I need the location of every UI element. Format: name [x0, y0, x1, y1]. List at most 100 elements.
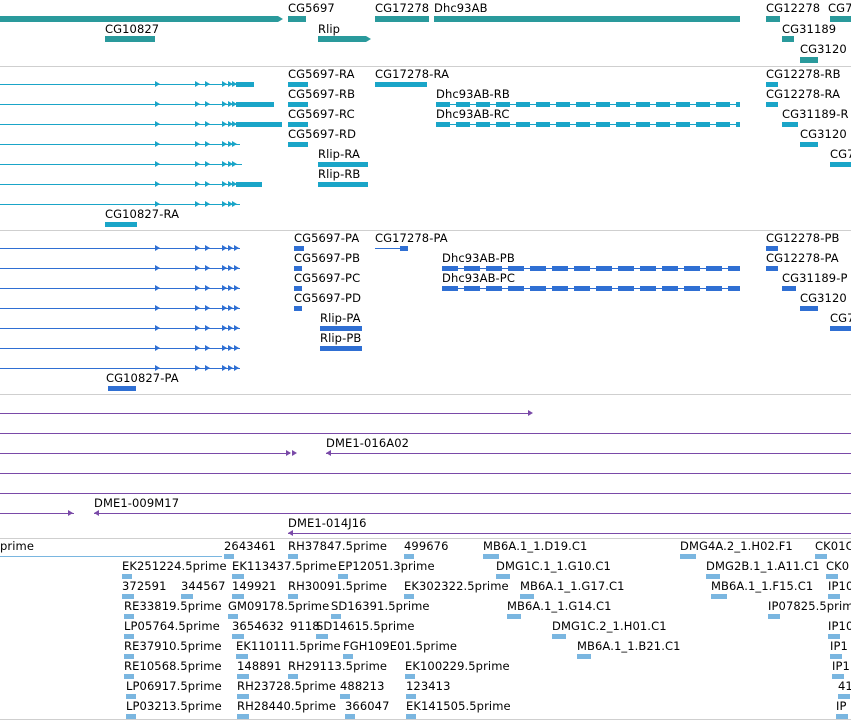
clone-line[interactable] — [0, 513, 74, 514]
mrna-exon[interactable] — [236, 102, 274, 107]
gene-label[interactable]: CG31189 — [782, 22, 837, 36]
mrna-cg3120[interactable] — [800, 142, 818, 147]
gene-label[interactable]: CG12278 — [766, 1, 821, 15]
est-feature[interactable] — [577, 654, 591, 659]
mrna-cg5697-rb[interactable] — [288, 102, 308, 107]
protein-cg31189-p[interactable] — [782, 286, 796, 291]
est-feature[interactable] — [828, 594, 840, 599]
clone-line[interactable] — [0, 493, 851, 494]
est-label[interactable]: EK302322.5prime — [404, 579, 509, 593]
est-label[interactable]: MB6A.1_1.G17.C1 — [520, 579, 625, 593]
mrna-cg5697-rd[interactable] — [288, 142, 308, 147]
est-label[interactable]: IP07825.5prime — [768, 599, 851, 613]
clone-line[interactable] — [0, 433, 851, 434]
est-feature[interactable] — [830, 654, 842, 659]
est-label[interactable]: DMG2B.1_1.A11.C1 — [706, 559, 820, 573]
est-feature[interactable] — [236, 654, 248, 659]
clone-line-dme1-014j16[interactable] — [288, 533, 851, 534]
est-feature[interactable] — [232, 594, 244, 599]
est-feature[interactable] — [836, 714, 848, 719]
est-feature[interactable] — [832, 674, 844, 679]
mrna-exon[interactable] — [236, 182, 262, 187]
protein-label[interactable]: CG5697-PD — [294, 291, 362, 305]
est-label[interactable]: RH23728.5prime — [237, 679, 337, 693]
mrna-label[interactable]: Dhc93AB-RC — [436, 107, 510, 121]
est-label[interactable]: RH29113.5prime — [288, 659, 388, 673]
est-label[interactable]: 366047 — [345, 699, 390, 713]
est-feature[interactable] — [768, 614, 780, 619]
est-feature[interactable] — [124, 614, 134, 619]
protein-cg5697-pc[interactable] — [294, 286, 302, 291]
mrna-cg10827-ra[interactable] — [105, 222, 137, 227]
est-feature[interactable] — [340, 694, 350, 699]
protein-cg5697-pb[interactable] — [294, 266, 302, 271]
protein-label[interactable]: CG12278-PA — [766, 251, 839, 265]
est-feature[interactable] — [552, 634, 566, 639]
est-label[interactable]: RE37910.5prime — [124, 639, 222, 653]
mrna-rlip-ra[interactable] — [318, 162, 368, 167]
gene-label[interactable]: CG17278 — [375, 1, 430, 15]
est-label[interactable]: IP1 — [832, 659, 850, 673]
est-feature[interactable] — [122, 574, 132, 579]
est-label[interactable]: SD16391.5prime — [331, 599, 430, 613]
mrna-label[interactable]: CG17278-RA — [375, 67, 450, 81]
est-feature[interactable] — [838, 694, 850, 699]
est-label[interactable]: IP10 — [828, 579, 851, 593]
gene-feature-cg31189[interactable] — [782, 36, 794, 42]
clone-line[interactable] — [0, 413, 530, 414]
protein-label[interactable]: CG10827-PA — [106, 371, 179, 385]
est-label[interactable]: RH28440.5prime — [237, 699, 337, 713]
est-label[interactable]: EK100229.5prime — [405, 659, 510, 673]
protein-label[interactable]: CG3120 — [800, 291, 847, 305]
est-label[interactable]: 148891 — [237, 659, 282, 673]
gene-feature-rlip[interactable] — [318, 36, 366, 42]
protein-label[interactable]: CG31189-P — [782, 271, 848, 285]
est-label[interactable]: EK110111.5prime — [236, 639, 341, 653]
est-feature[interactable] — [124, 654, 134, 659]
est-label[interactable]: prime — [0, 539, 35, 553]
protein-dhc93ab-pc[interactable] — [442, 286, 740, 291]
est-feature[interactable] — [232, 634, 244, 639]
est-feature[interactable] — [237, 694, 249, 699]
mrna-label[interactable]: CG5697-RD — [288, 127, 357, 141]
mrna-cg5697-rc[interactable] — [288, 122, 308, 127]
protein-cg17278-pa[interactable] — [400, 246, 408, 251]
est-label[interactable]: 2643461 — [224, 539, 276, 553]
est-label[interactable]: LP03213.5prime — [126, 699, 222, 713]
est-feature[interactable] — [406, 714, 416, 719]
est-label[interactable]: IP1 — [830, 639, 848, 653]
est-feature[interactable] — [124, 674, 134, 679]
est-feature[interactable] — [405, 674, 415, 679]
est-label[interactable]: RH30091.5prime — [288, 579, 388, 593]
est-feature[interactable] — [507, 614, 521, 619]
est-feature[interactable] — [680, 554, 696, 559]
gene-feature-cg7[interactable] — [830, 16, 851, 22]
est-feature[interactable] — [404, 594, 414, 599]
est-feature[interactable] — [406, 694, 416, 699]
est-feature[interactable] — [288, 554, 298, 559]
protein-label[interactable]: Rlip-PB — [320, 331, 362, 345]
est-feature[interactable] — [828, 634, 840, 639]
mrna-label[interactable]: CG12278-RA — [766, 87, 841, 101]
est-feature[interactable] — [232, 574, 244, 579]
est-label[interactable]: 149921 — [232, 579, 277, 593]
gene-feature-cg5697[interactable] — [288, 16, 306, 22]
est-label[interactable]: IP10 — [828, 619, 851, 633]
protein-rlip-pb[interactable] — [320, 346, 362, 351]
est-feature[interactable] — [126, 714, 136, 719]
mrna-cg5697-ra[interactable] — [288, 82, 308, 87]
est-label[interactable]: IP — [836, 699, 847, 713]
est-label[interactable]: SD14615.5prime — [316, 619, 415, 633]
est-label[interactable]: CK01C — [815, 539, 851, 553]
protein-dhc93ab-pb[interactable] — [442, 266, 740, 271]
est-label[interactable]: 499676 — [404, 539, 449, 553]
gene-feature-cg12278[interactable] — [766, 16, 780, 22]
protein-cg10827-pa[interactable] — [108, 386, 136, 391]
clone-line[interactable] — [0, 473, 851, 474]
mrna-label[interactable]: CG10827-RA — [105, 207, 180, 221]
protein-cg5697-pd[interactable] — [294, 306, 302, 311]
protein-label[interactable]: CG17278-PA — [375, 231, 448, 245]
est-label[interactable]: 344567 — [181, 579, 226, 593]
gene-label[interactable]: Dhc93AB — [434, 1, 488, 15]
protein-cg12278-pa[interactable] — [766, 266, 778, 271]
